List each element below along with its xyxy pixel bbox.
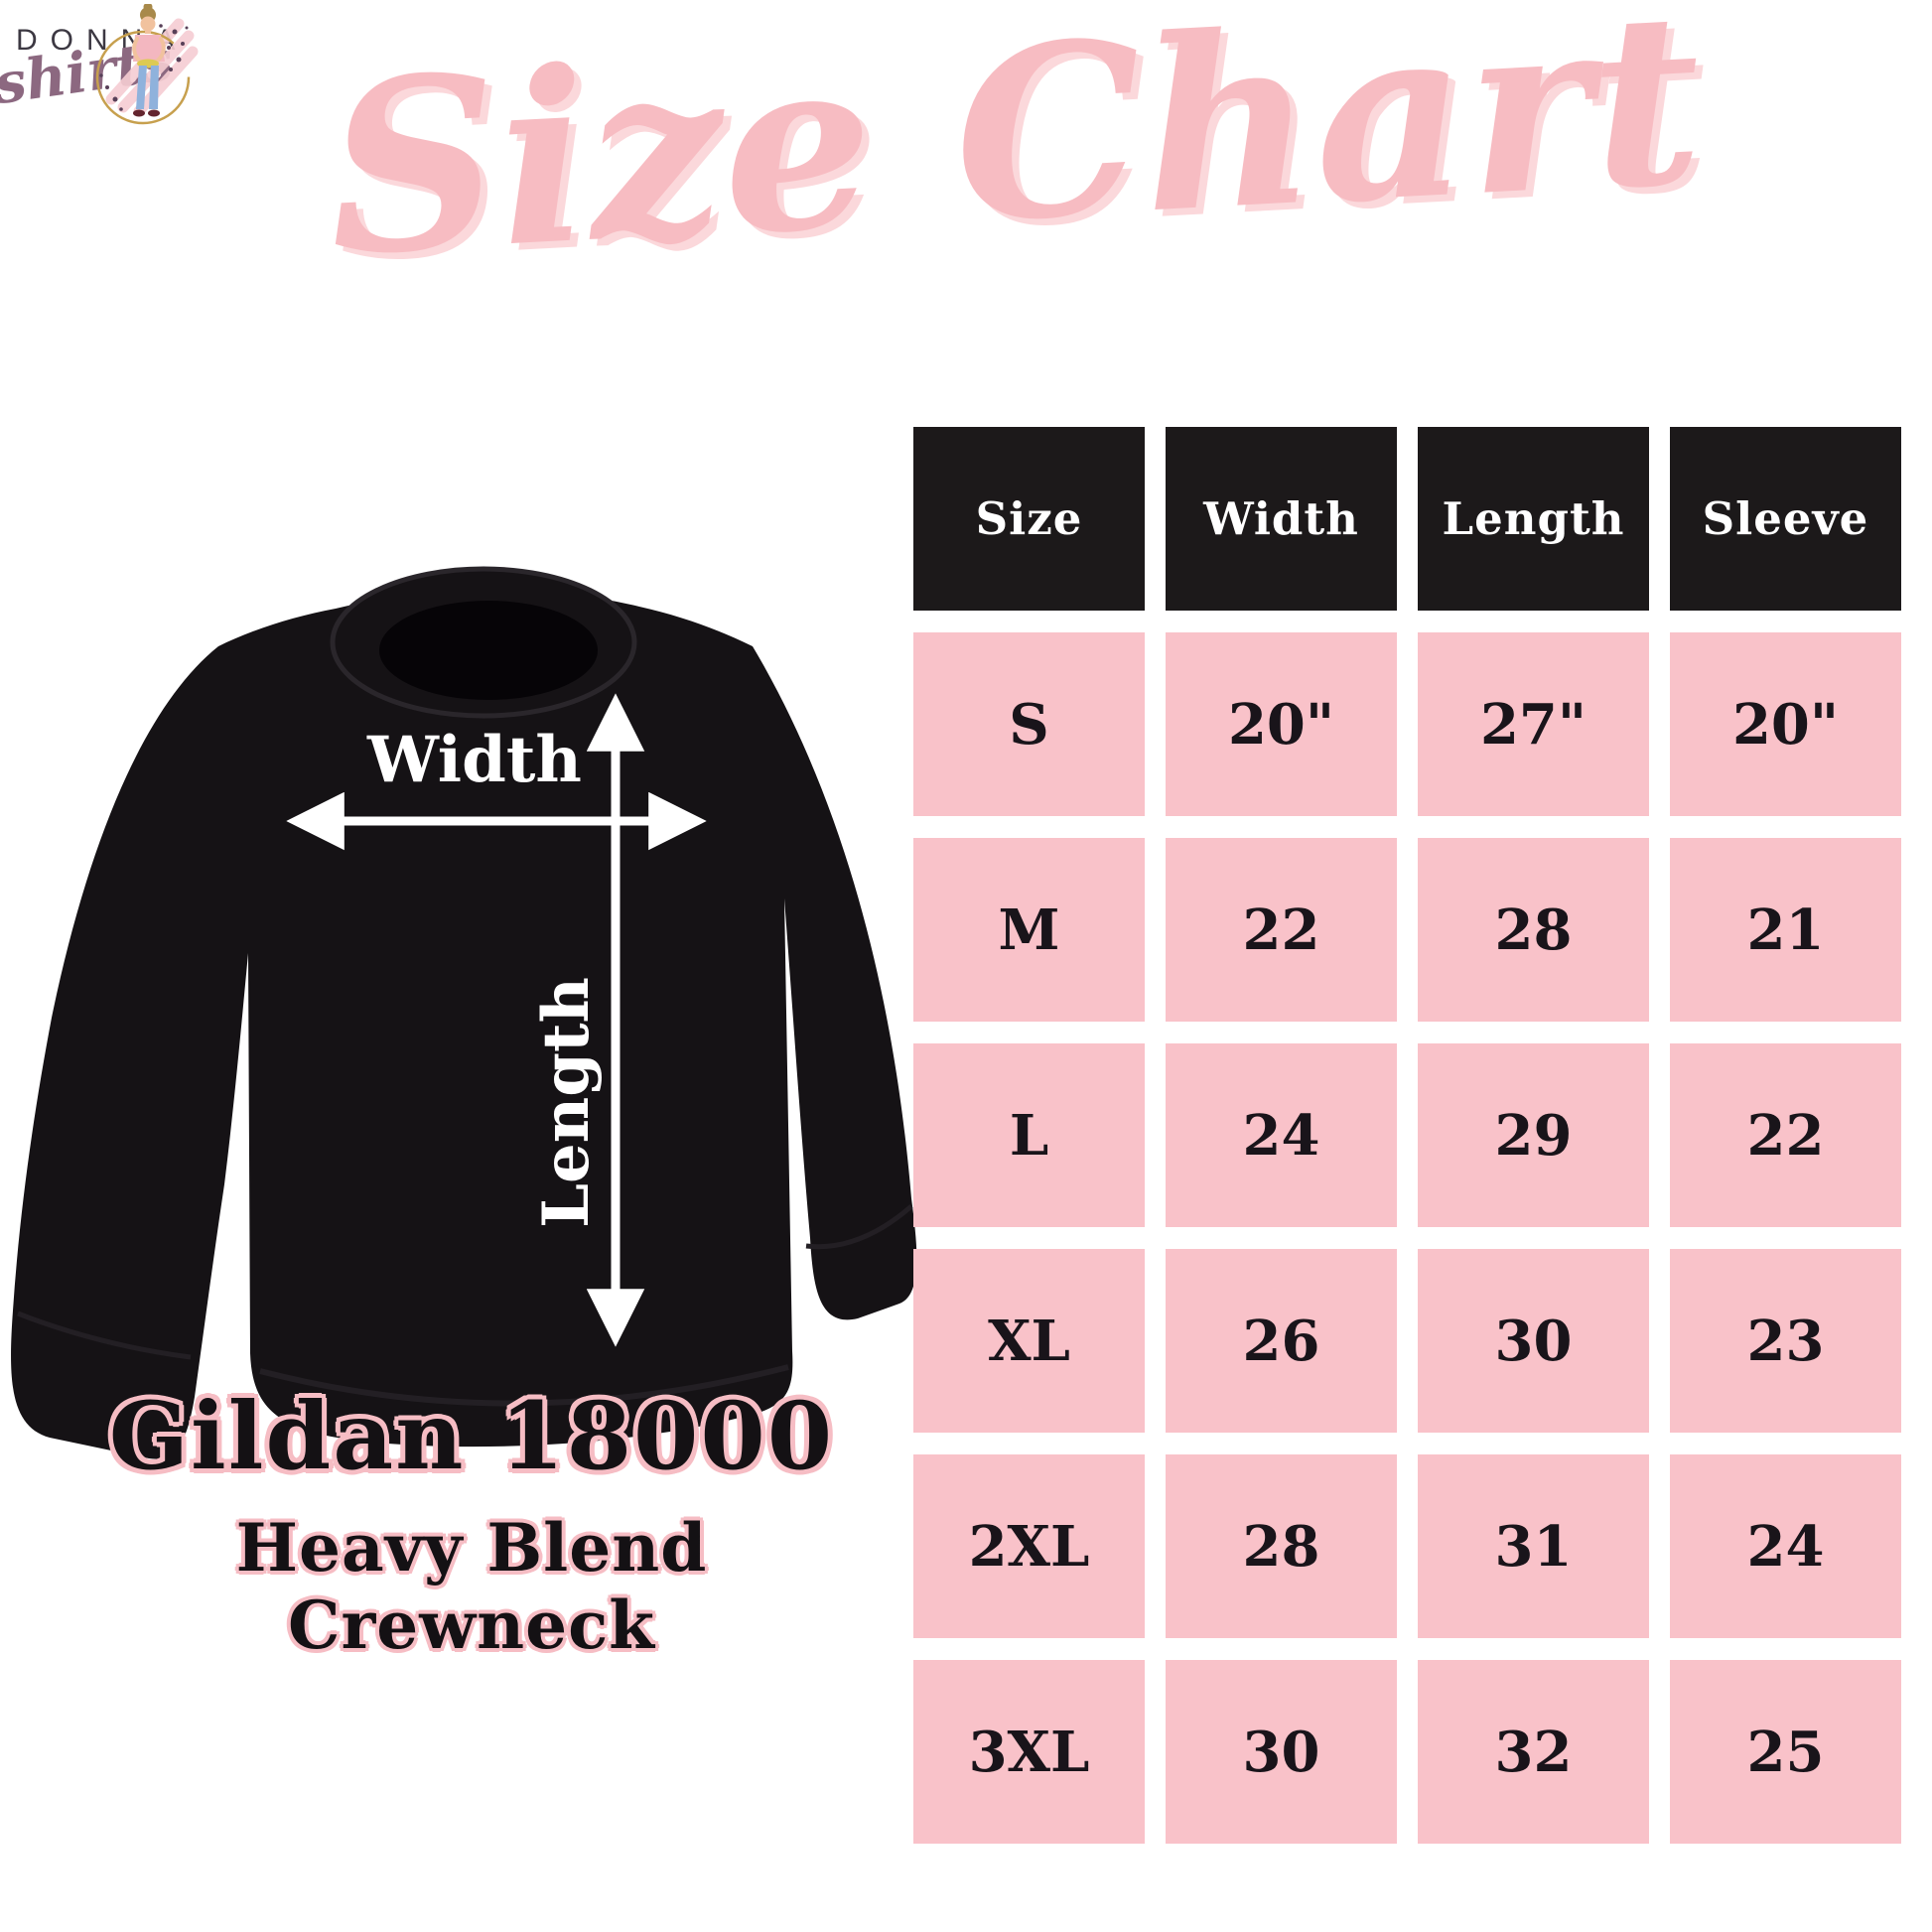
size-table: Size Width Length Sleeve S 20" 27" 20" M 22 28 21 L 2… <box>913 427 1901 1844</box>
size-table-cell: 20" <box>1166 632 1397 816</box>
size-table-cell: 30 <box>1418 1249 1649 1433</box>
size-table-cell: 23 <box>1670 1249 1901 1433</box>
size-table-cell: 24 <box>1166 1043 1397 1227</box>
fashion-girl-figure <box>132 4 166 117</box>
size-table-cell: 24 <box>1670 1454 1901 1638</box>
size-table-cell: 22 <box>1670 1043 1901 1227</box>
size-table-header-cell: Width <box>1166 427 1397 611</box>
length-arrow-label: Length <box>529 977 604 1228</box>
size-table-row-label: L <box>913 1043 1145 1227</box>
product-caption: Gildan 18000 Heavy Blend Crewneck <box>84 1382 859 1664</box>
size-table-cell: 30 <box>1166 1660 1397 1844</box>
size-table-row-label: 2XL <box>913 1454 1145 1638</box>
product-style: Heavy Blend Crewneck <box>235 1509 708 1664</box>
size-table-cell: 28 <box>1166 1454 1397 1638</box>
sweatshirt-diagram: Width Length <box>11 566 917 1459</box>
size-table-cell: 20" <box>1670 632 1901 816</box>
size-table-cell: 21 <box>1670 838 1901 1022</box>
size-table-cell: 29 <box>1418 1043 1649 1227</box>
size-table-row-label: XL <box>913 1249 1145 1433</box>
size-table-cell: 22 <box>1166 838 1397 1022</box>
size-table-header-cell: Length <box>1418 427 1649 611</box>
size-table-row-label: M <box>913 838 1145 1022</box>
size-table-row-label: S <box>913 632 1145 816</box>
size-table-header-cell: Size <box>913 427 1145 611</box>
size-table-row-label: 3XL <box>913 1660 1145 1844</box>
size-table-cell: 27" <box>1418 632 1649 816</box>
size-table-cell: 25 <box>1670 1660 1901 1844</box>
speckle-dots <box>99 24 189 111</box>
page-title: Size Chart <box>321 0 1709 310</box>
size-table-cell: 32 <box>1418 1660 1649 1844</box>
gold-ring <box>95 30 191 125</box>
width-arrow-label: Width <box>366 723 582 797</box>
size-table-cell: 26 <box>1166 1249 1397 1433</box>
size-table-cell: 31 <box>1418 1454 1649 1638</box>
brand-illustration <box>95 4 199 125</box>
sweatshirt-silhouette <box>11 566 917 1459</box>
size-table-cell: 28 <box>1418 838 1649 1022</box>
product-name: Gildan 18000 <box>108 1382 835 1491</box>
size-table-header-cell: Sleeve <box>1670 427 1901 611</box>
